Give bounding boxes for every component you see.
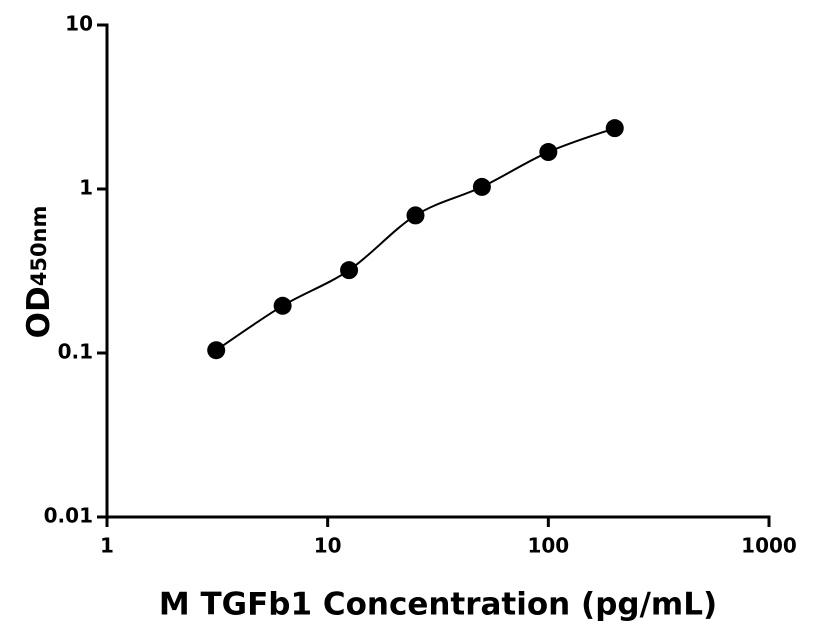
y-tick-label: 1 (79, 176, 93, 200)
x-tick-label: 1000 (741, 534, 797, 558)
x-tick-label: 1 (100, 534, 114, 558)
y-tick-label: 0.01 (44, 504, 93, 528)
data-point (406, 206, 425, 225)
x-tick-label: 100 (527, 534, 569, 558)
data-point (340, 261, 359, 280)
data-point (273, 296, 292, 315)
fit-line (215, 127, 616, 352)
y-axis-label-sub: 450nm (27, 206, 51, 287)
data-point (472, 177, 491, 196)
y-tick-label: 0.1 (58, 340, 93, 364)
data-point (539, 143, 558, 162)
data-point (207, 341, 226, 360)
x-tick-label: 10 (314, 534, 342, 558)
data-point (605, 119, 624, 138)
y-tick-label: 10 (65, 12, 93, 36)
x-axis-label: M TGFb1 Concentration (pg/mL) (159, 587, 717, 623)
y-axis-label: OD450nm (21, 206, 57, 339)
y-axis-label-main: OD (21, 286, 57, 338)
